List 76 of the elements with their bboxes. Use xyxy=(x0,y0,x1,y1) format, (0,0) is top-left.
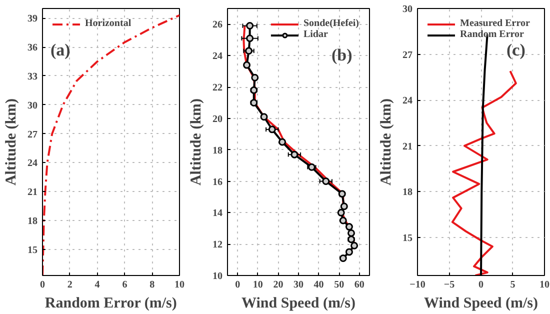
legend-label: Random Error xyxy=(460,29,524,40)
point xyxy=(350,242,358,250)
y-tick-label: 14 xyxy=(212,208,222,220)
point xyxy=(268,126,276,134)
x-tick-label: 0 xyxy=(40,280,45,290)
point xyxy=(339,216,347,224)
y-tick-label: 15 xyxy=(402,232,412,244)
legend-label: Measured Error xyxy=(460,18,530,29)
x-tick-label: 2 xyxy=(67,280,72,290)
x-tick-label: −10 xyxy=(410,280,426,290)
y-tick-label: 18 xyxy=(402,187,412,198)
x-axis-title: Random Error (m/s) xyxy=(44,296,177,312)
annotation: (b) xyxy=(332,46,352,64)
y-tick-label: 10 xyxy=(212,271,222,282)
x-tick-label: 6 xyxy=(122,280,128,290)
point xyxy=(246,22,254,30)
point xyxy=(260,113,268,121)
point xyxy=(245,47,253,55)
legend-label: Lidar xyxy=(303,29,328,40)
x-tick-label: 4 xyxy=(94,280,100,290)
point xyxy=(246,34,254,42)
legend-label: Horizontal xyxy=(85,18,132,29)
y-tick-label: 20 xyxy=(212,114,222,125)
x-tick-label: −5 xyxy=(444,280,455,290)
y-tick-label: 30 xyxy=(28,100,38,112)
y-tick-label: 24 xyxy=(402,96,412,107)
y-tick-label: 26 xyxy=(212,20,222,31)
y-tick-label: 39 xyxy=(28,14,38,25)
y-tick-label: 16 xyxy=(212,176,222,188)
point xyxy=(347,229,355,237)
x-tick-label: 20 xyxy=(273,280,284,290)
point xyxy=(337,208,345,216)
point xyxy=(338,190,346,198)
y-tick-label: 27 xyxy=(402,50,412,61)
y-tick-label: 18 xyxy=(28,216,38,228)
x-tick-label: 8 xyxy=(150,280,155,290)
y-tick-label: 33 xyxy=(28,71,38,82)
y-tick-label: 22 xyxy=(212,82,222,94)
line-series xyxy=(451,70,517,276)
x-tick-label: 10 xyxy=(174,280,184,290)
x-axis-title: Wind Speed (m/s) xyxy=(424,296,538,312)
y-tick-label: 27 xyxy=(28,129,38,140)
point xyxy=(339,254,347,262)
x-tick-label: 0 xyxy=(235,280,240,290)
point xyxy=(243,61,251,69)
x-tick-label: 0 xyxy=(478,280,484,290)
x-axis-title: Wind Speed (m/s) xyxy=(242,296,356,312)
y-axis-title: Altitude (km) xyxy=(378,98,394,186)
y-axis-title: Altitude (km) xyxy=(188,98,204,186)
x-tick-label: 60 xyxy=(354,280,364,290)
y-tick-label: 12 xyxy=(212,240,222,251)
point xyxy=(251,74,259,82)
legend-label: Sonde(Hefei) xyxy=(303,18,359,29)
x-tick-label: 10 xyxy=(252,280,263,290)
y-tick-label: 24 xyxy=(212,51,222,62)
point xyxy=(290,150,298,158)
point xyxy=(345,248,353,256)
point xyxy=(340,202,348,210)
y-tick-label: 36 xyxy=(28,42,38,54)
y-tick-label: 30 xyxy=(402,4,412,15)
y-tick-label: 15 xyxy=(28,244,38,256)
annotation: (a) xyxy=(50,40,70,60)
point xyxy=(322,178,330,186)
y-tick-label: 24 xyxy=(28,158,38,170)
y-tick-label: 18 xyxy=(212,145,222,156)
y-tick-label: 21 xyxy=(28,187,38,198)
x-tick-label: 5 xyxy=(510,280,516,290)
x-tick-label: 50 xyxy=(334,280,344,290)
x-tick-label: 40 xyxy=(314,280,324,290)
point xyxy=(345,223,353,231)
y-tick-label: 21 xyxy=(402,141,412,152)
y-axis-title: Altitude (km) xyxy=(4,98,20,186)
point xyxy=(278,138,286,146)
x-tick-label: 10 xyxy=(540,280,550,290)
annotation: (c) xyxy=(506,40,526,60)
x-tick-label: 30 xyxy=(294,280,304,290)
